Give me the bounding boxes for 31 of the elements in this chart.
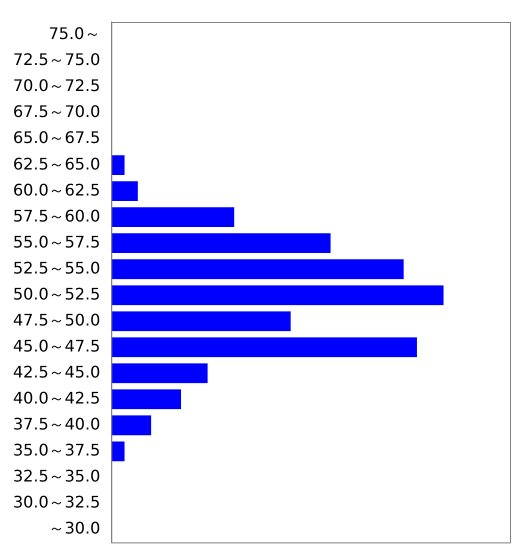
y-tick-label: 37.5～40.0 xyxy=(13,414,100,434)
y-tick-label: 32.5～35.0 xyxy=(13,466,100,486)
bar xyxy=(111,389,182,410)
bar xyxy=(111,285,444,306)
y-tick-label: ～30.0 xyxy=(48,518,100,538)
bar xyxy=(111,155,125,175)
y-tick-label: 60.0～62.5 xyxy=(13,180,100,200)
y-tick-label: 45.0～47.5 xyxy=(13,336,100,356)
bar xyxy=(111,233,331,254)
y-tick-label: 72.5～75.0 xyxy=(13,50,100,70)
y-tick-label: 65.0～67.5 xyxy=(13,128,100,148)
y-tick-label: 47.5～50.0 xyxy=(13,310,100,330)
bar xyxy=(111,311,291,332)
y-tick-label: 55.0～57.5 xyxy=(13,232,100,252)
y-tick-label: 70.0～72.5 xyxy=(13,76,100,96)
y-tick-label: 75.0～ xyxy=(48,24,100,44)
y-tick-label: 52.5～55.0 xyxy=(13,258,100,278)
y-tick-label: 30.0～32.5 xyxy=(13,492,100,512)
bar xyxy=(111,415,152,436)
bar xyxy=(111,207,234,228)
y-tick-label: 62.5～65.0 xyxy=(13,154,100,174)
bar xyxy=(111,181,138,202)
bar xyxy=(111,363,208,384)
y-tick-label: 42.5～45.0 xyxy=(13,362,100,382)
y-tick-label: 50.0～52.5 xyxy=(13,284,100,304)
y-tick-label: 40.0～42.5 xyxy=(13,388,100,408)
bar xyxy=(111,259,404,280)
bar xyxy=(111,337,417,358)
y-tick-label: 35.0～37.5 xyxy=(13,440,100,460)
y-tick-label: 57.5～60.0 xyxy=(13,206,100,226)
y-tick-label: 67.5～70.0 xyxy=(13,102,100,122)
